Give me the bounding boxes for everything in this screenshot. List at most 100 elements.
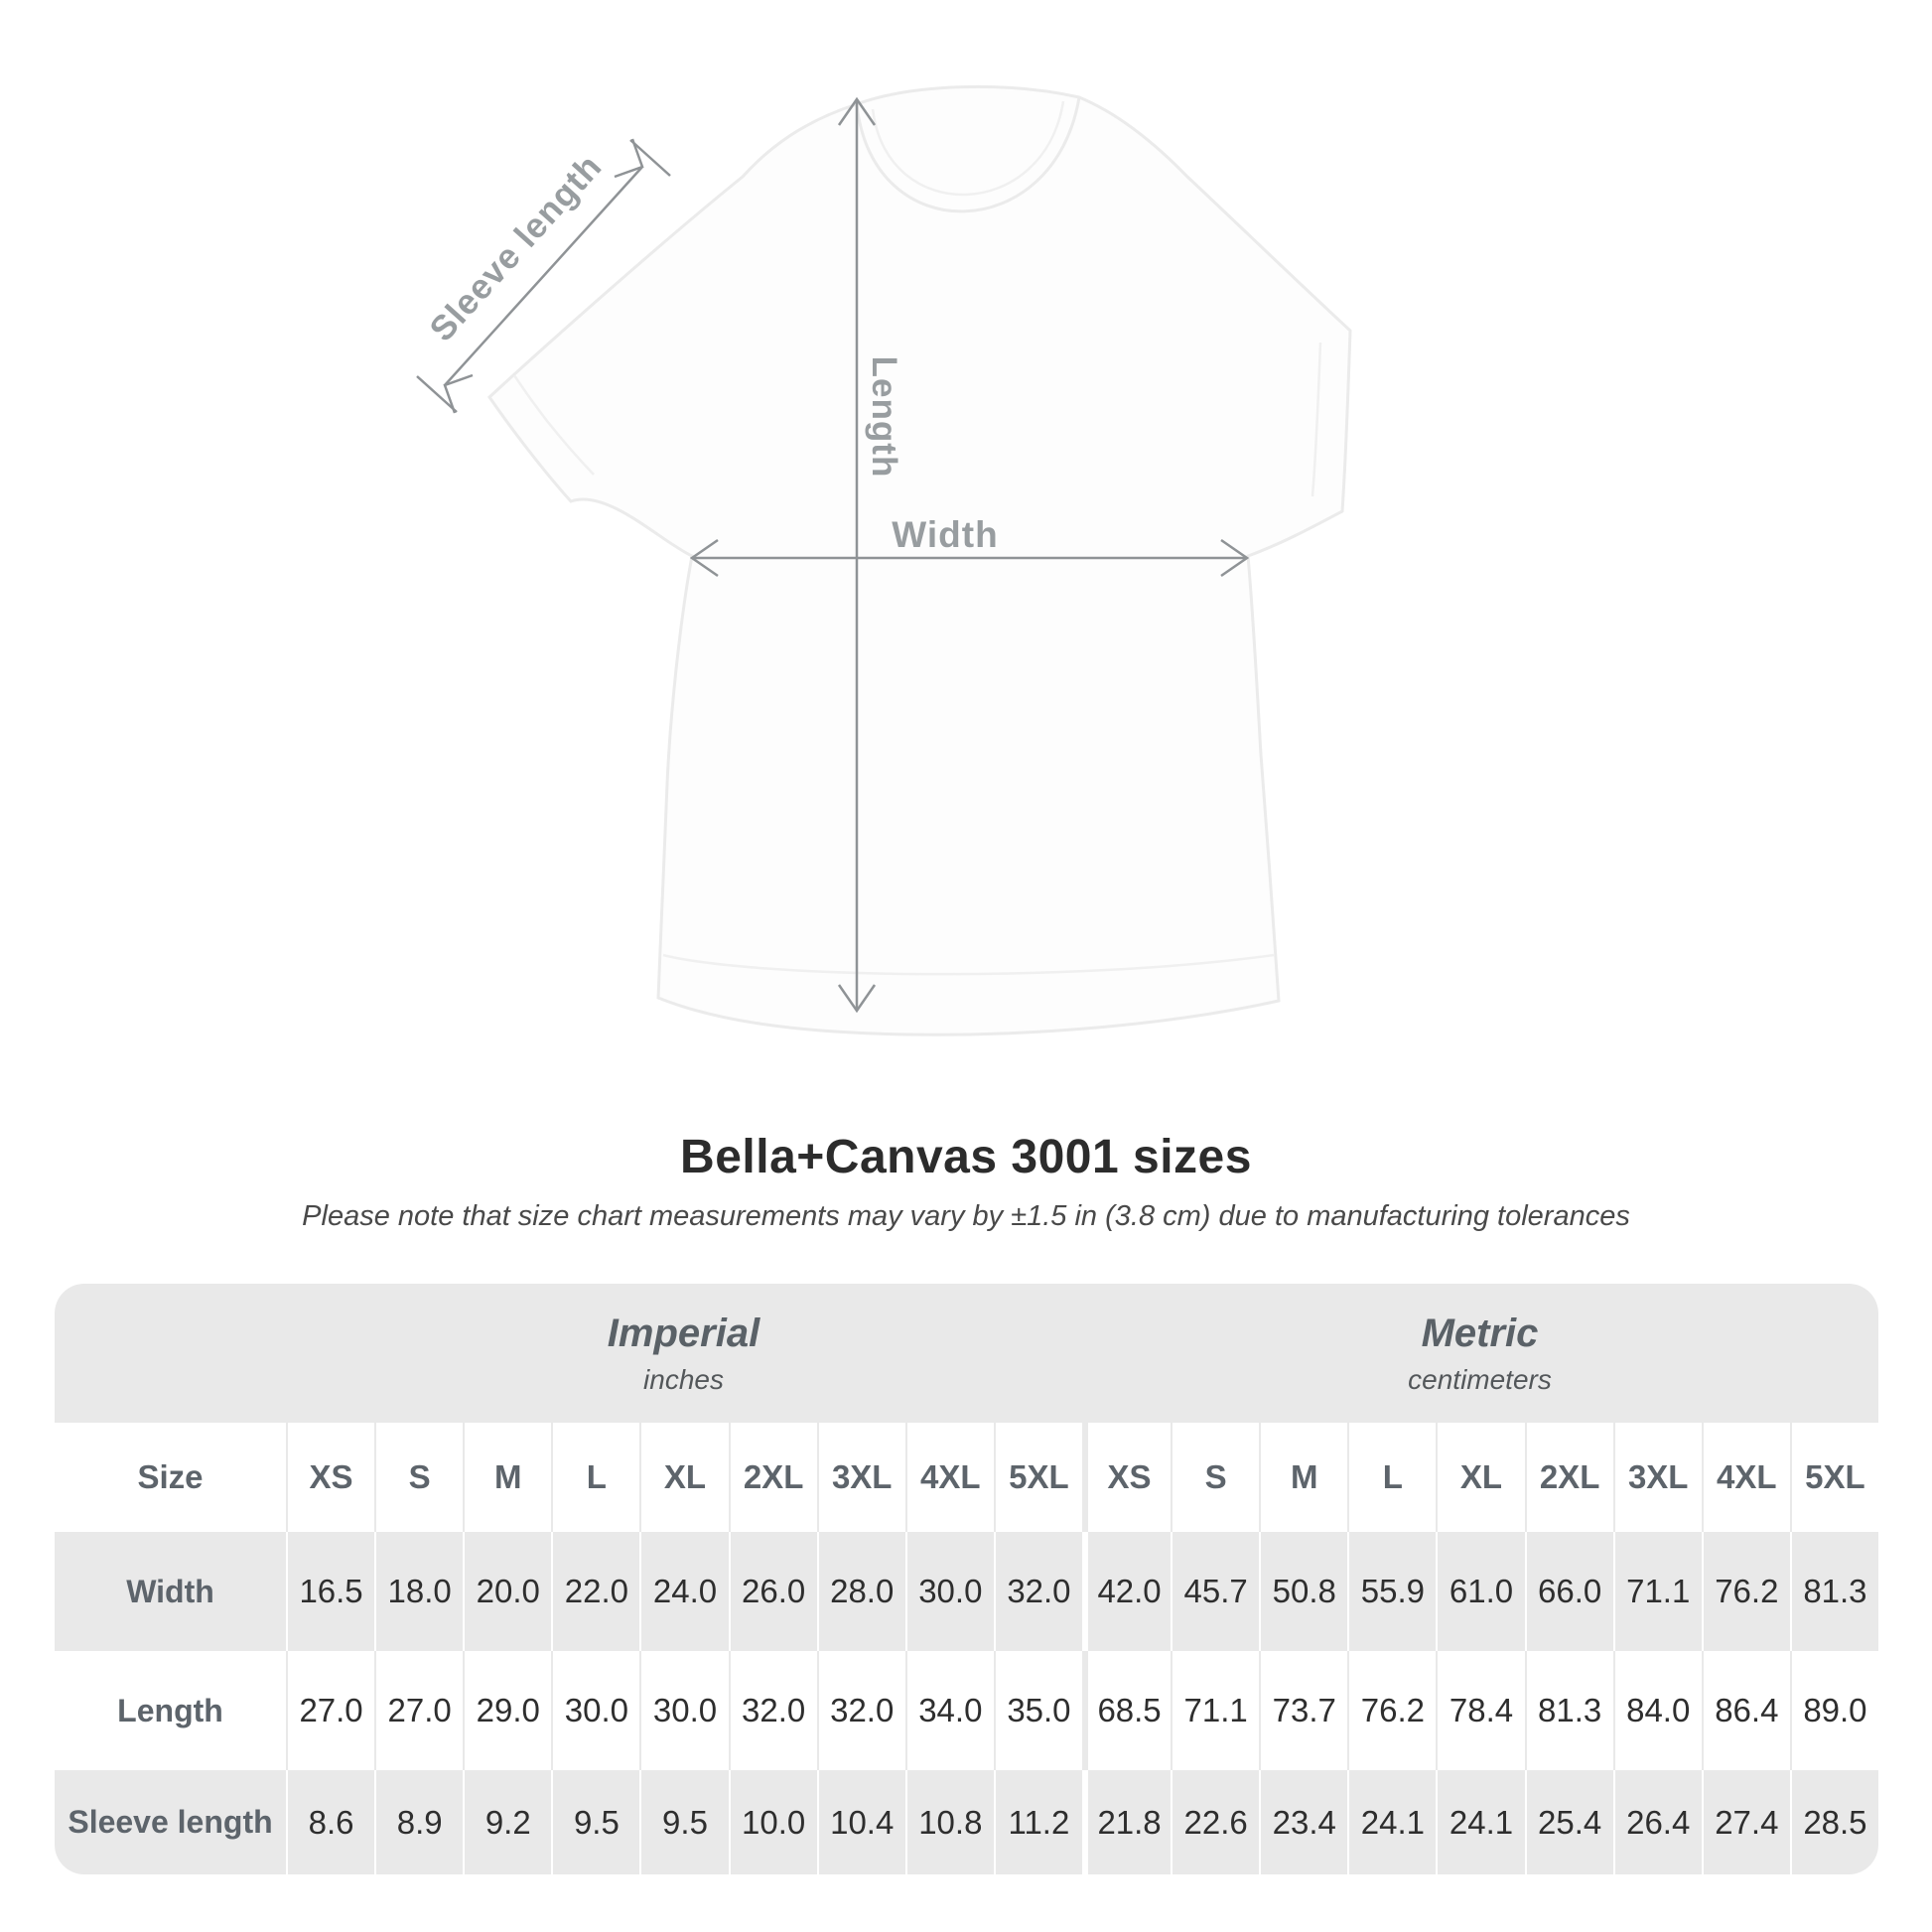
value-cell: 20.0	[463, 1532, 551, 1651]
size-header-cell: XL	[1436, 1423, 1524, 1532]
value-cell: 10.8	[904, 1770, 994, 1874]
width-arrow	[689, 538, 1250, 578]
value-cell: 24.0	[639, 1532, 728, 1651]
value-cell: 27.0	[374, 1651, 463, 1770]
value-cell: 89.0	[1789, 1651, 1878, 1770]
value-cell: 30.0	[551, 1651, 639, 1770]
size-header-cell: L	[1347, 1423, 1436, 1532]
value-cell: 24.1	[1347, 1770, 1436, 1874]
value-cell: 61.0	[1436, 1532, 1524, 1651]
value-cell: 10.4	[816, 1770, 905, 1874]
value-cell: 30.0	[904, 1532, 994, 1651]
size-header-cell: 3XL	[1612, 1423, 1702, 1532]
value-cell: 8.9	[374, 1770, 463, 1874]
value-cell: 45.7	[1171, 1532, 1259, 1651]
tshirt-right-cuff-seam	[1311, 342, 1322, 497]
measurement-row-label: Length	[117, 1692, 223, 1728]
measurement-row-label: Width	[126, 1573, 214, 1609]
imperial-group-label: Imperial	[607, 1311, 760, 1355]
value-cell: 23.4	[1259, 1770, 1347, 1874]
size-header-cell: M	[463, 1423, 551, 1532]
value-cell: 11.2	[993, 1770, 1082, 1874]
size-header-cell: XS	[286, 1423, 374, 1532]
value-cell: 10.0	[728, 1770, 817, 1874]
imperial-group-header: Imperial inches	[286, 1284, 1081, 1423]
size-table: Imperial inches Metric centimeters Size X…	[55, 1284, 1878, 1874]
value-cell: 34.0	[904, 1651, 994, 1770]
value-cell: 9.5	[551, 1770, 639, 1874]
value-cell: 28.0	[816, 1532, 905, 1651]
value-cell: 76.2	[1347, 1651, 1436, 1770]
value-cell: 66.0	[1524, 1532, 1613, 1651]
tshirt-hem-seam	[662, 953, 1275, 976]
value-cell: 28.5	[1789, 1770, 1878, 1874]
size-header-cell: 4XL	[1701, 1423, 1790, 1532]
tshirt-measurement-diagram: Sleeve length Length Width	[416, 84, 1352, 1036]
value-cell: 26.0	[728, 1532, 817, 1651]
table-row: Width 16.5 18.0 20.0 22.0 24.0 26.0 28.0 30.0 32.…	[55, 1532, 1878, 1651]
size-header-cell: 5XL	[993, 1423, 1082, 1532]
value-cell: 26.4	[1612, 1770, 1702, 1874]
table-row: Size XS S M L XL 2XL 3XL 4XL 5XL XS S M L XL 2XL 3XL 4XL 5…	[55, 1423, 1878, 1532]
size-row-label: Size	[137, 1458, 204, 1495]
table-row: Sleeve length 8.6 8.9 9.2 9.5 9.5 10.0 10.4 10.8…	[55, 1770, 1878, 1874]
value-cell: 76.2	[1701, 1532, 1790, 1651]
value-cell: 27.4	[1701, 1770, 1790, 1874]
value-cell: 32.0	[816, 1651, 905, 1770]
value-cell: 73.7	[1259, 1651, 1347, 1770]
value-cell: 50.8	[1259, 1532, 1347, 1651]
size-header-cell: 2XL	[728, 1423, 817, 1532]
value-cell: 55.9	[1347, 1532, 1436, 1651]
size-header-cell: XL	[639, 1423, 728, 1532]
value-cell: 9.2	[463, 1770, 551, 1874]
tshirt-collar-seam	[871, 100, 1065, 197]
value-cell: 42.0	[1082, 1532, 1171, 1651]
value-cell: 71.1	[1171, 1651, 1259, 1770]
size-header-cell: 5XL	[1789, 1423, 1878, 1532]
size-header-cell: S	[374, 1423, 463, 1532]
size-header-cell: M	[1259, 1423, 1347, 1532]
value-cell: 86.4	[1701, 1651, 1790, 1770]
imperial-group-unit: inches	[643, 1363, 724, 1395]
size-header-cell: 4XL	[904, 1423, 994, 1532]
width-dimension-label: Width	[892, 514, 999, 555]
value-cell: 78.4	[1436, 1651, 1524, 1770]
size-table-grid: Size XS S M L XL 2XL 3XL 4XL 5XL XS S M L XL 2XL 3XL 4XL 5…	[55, 1423, 1878, 1874]
tshirt-body-shape	[487, 84, 1352, 1036]
value-cell: 32.0	[993, 1532, 1082, 1651]
tshirt-left-cuff-seam	[512, 374, 595, 476]
page-subtitle: Please note that size chart measurements…	[302, 1200, 1630, 1232]
value-cell: 35.0	[993, 1651, 1082, 1770]
value-cell: 8.6	[286, 1770, 374, 1874]
metric-group-label: Metric	[1421, 1311, 1539, 1355]
value-cell: 81.3	[1789, 1532, 1878, 1651]
size-header-cell: 2XL	[1524, 1423, 1613, 1532]
size-header-cell: 3XL	[816, 1423, 905, 1532]
value-cell: 27.0	[286, 1651, 374, 1770]
value-cell: 25.4	[1524, 1770, 1613, 1874]
metric-group-unit: centimeters	[1408, 1363, 1552, 1395]
title-block: Bella+Canvas 3001 sizes Please note that…	[0, 1130, 1932, 1233]
measurement-row-label: Sleeve length	[68, 1804, 273, 1840]
table-group-header-band: Imperial inches Metric centimeters	[55, 1284, 1878, 1423]
value-cell: 21.8	[1082, 1770, 1171, 1874]
size-header-cell: L	[551, 1423, 639, 1532]
value-cell: 30.0	[639, 1651, 728, 1770]
sleeve-length-arrow	[416, 138, 671, 414]
value-cell: 16.5	[286, 1532, 374, 1651]
value-cell: 29.0	[463, 1651, 551, 1770]
value-cell: 32.0	[728, 1651, 817, 1770]
value-cell: 84.0	[1612, 1651, 1702, 1770]
page-title: Bella+Canvas 3001 sizes	[680, 1131, 1252, 1183]
length-arrow	[837, 96, 877, 1014]
value-cell: 81.3	[1524, 1651, 1613, 1770]
value-cell: 22.6	[1171, 1770, 1259, 1874]
value-cell: 71.1	[1612, 1532, 1702, 1651]
length-dimension-label: Length	[865, 355, 903, 479]
table-row: Length 27.0 27.0 29.0 30.0 30.0 32.0 32.0 34.0 35…	[55, 1651, 1878, 1770]
size-header-cell: S	[1171, 1423, 1259, 1532]
value-cell: 24.1	[1436, 1770, 1524, 1874]
tshirt-illustration	[416, 84, 1352, 1036]
value-cell: 68.5	[1082, 1651, 1171, 1770]
